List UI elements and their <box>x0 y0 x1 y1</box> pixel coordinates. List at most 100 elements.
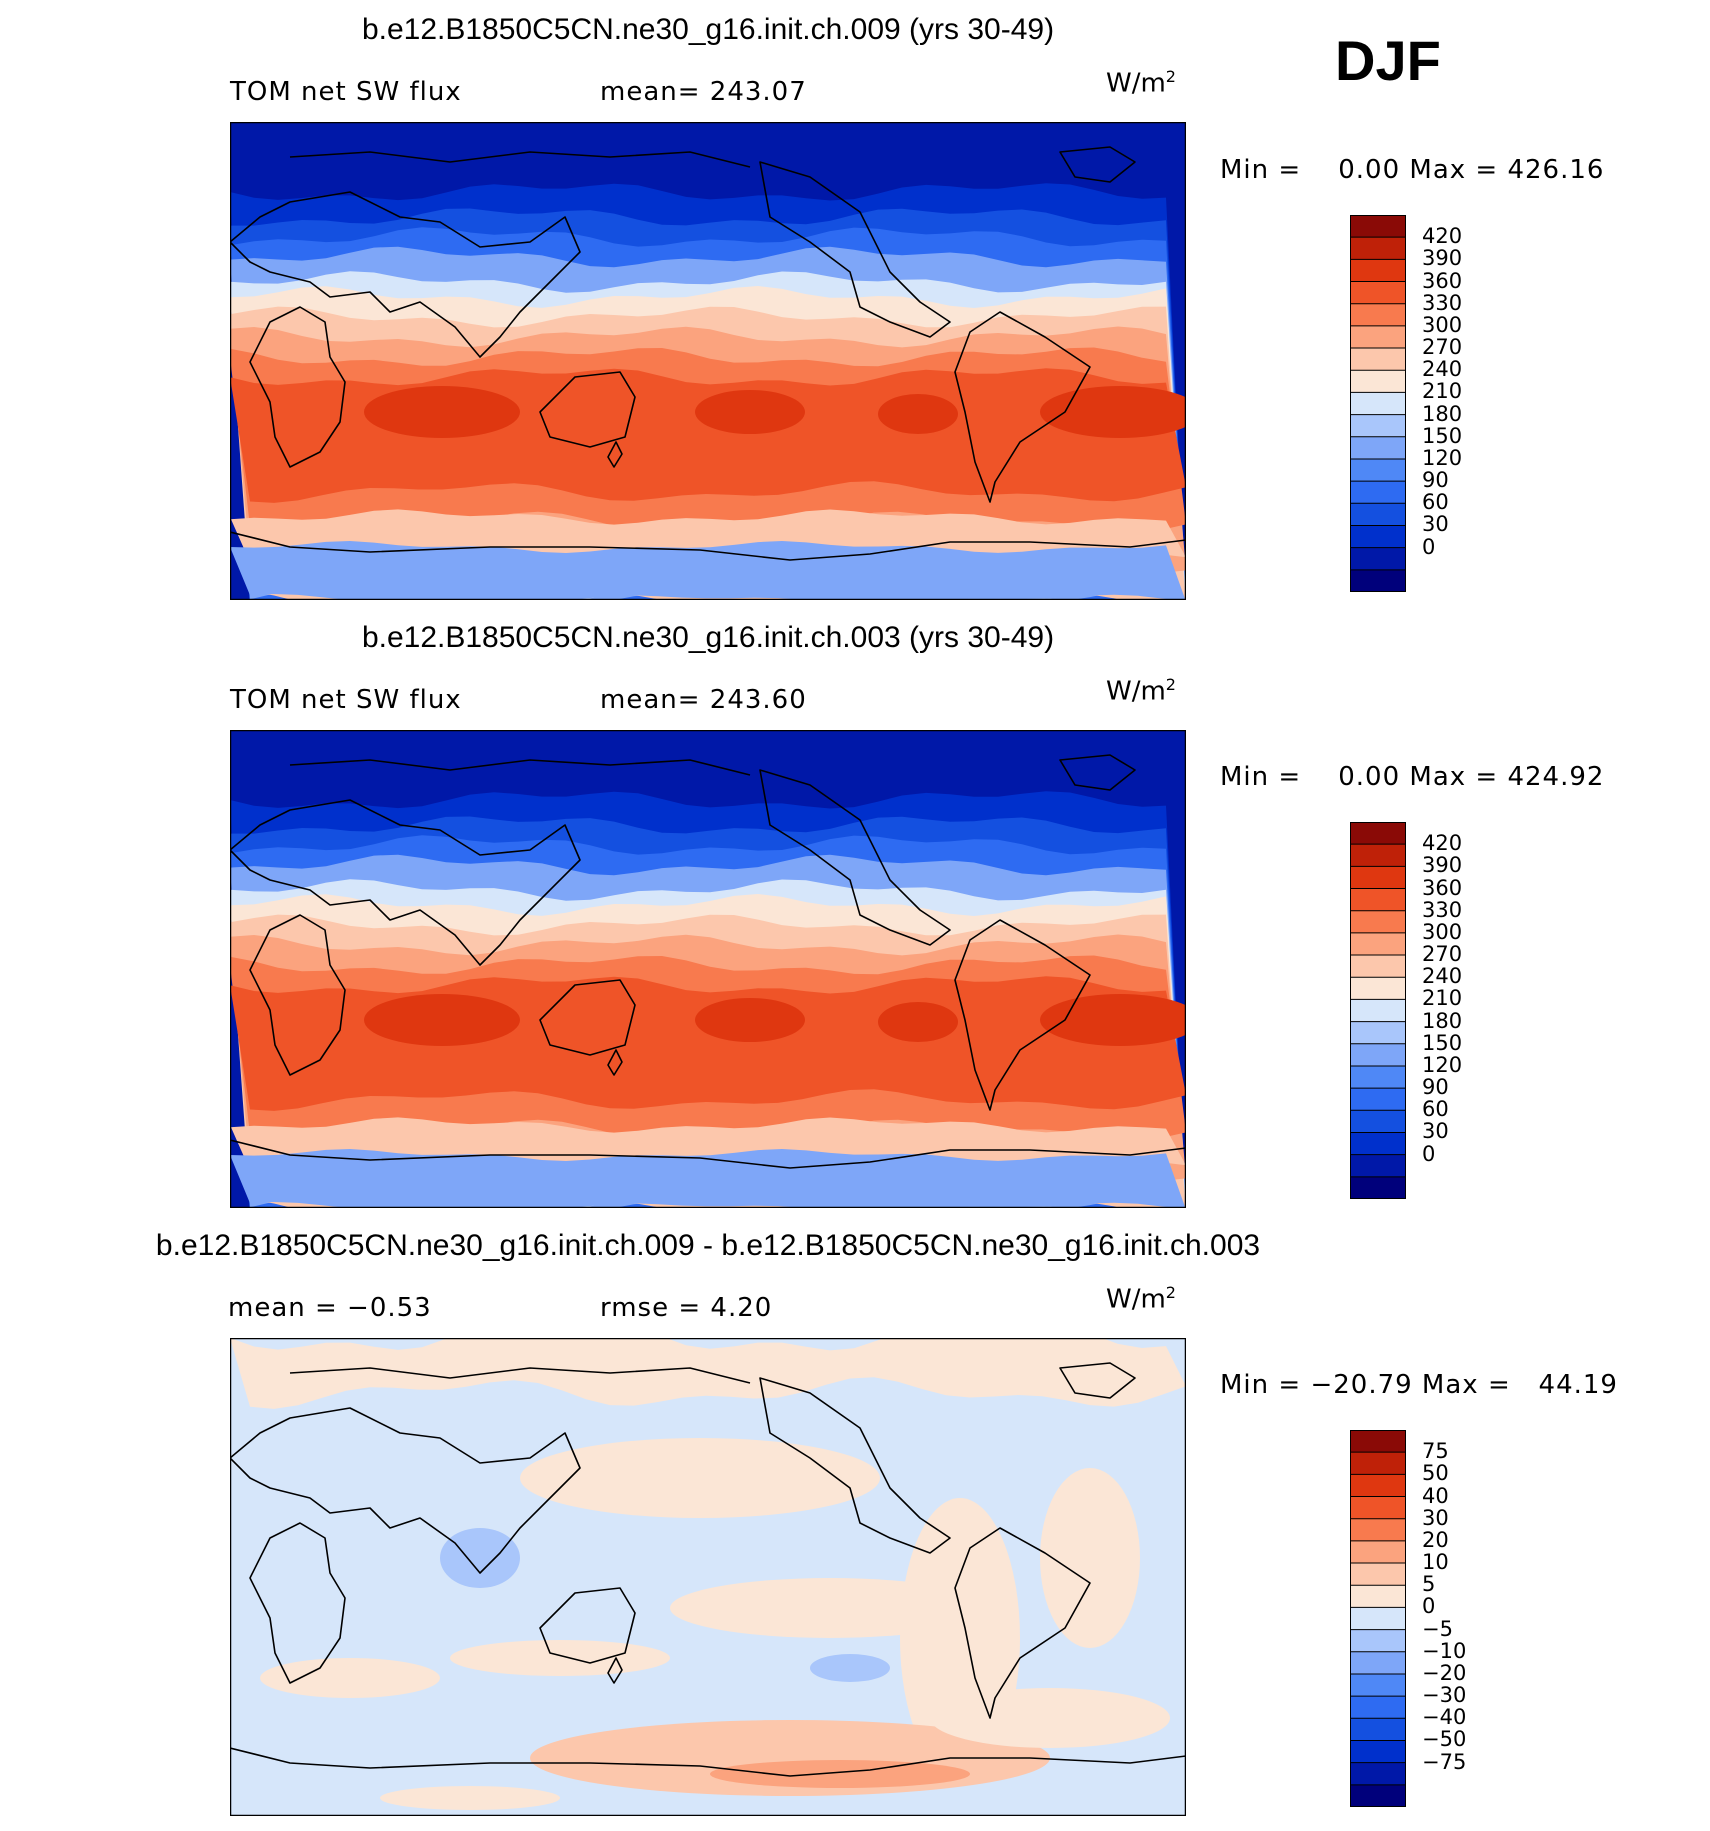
map-frame <box>230 730 1186 1208</box>
coastline <box>759 1377 951 1554</box>
colorbar-tick-label: 0 <box>1422 1594 1436 1619</box>
colorbar-segment <box>1350 1629 1406 1653</box>
colorbar-segment <box>1350 1607 1406 1631</box>
colorbar-segment <box>1350 1563 1406 1586</box>
colorbar-segment <box>1350 481 1406 504</box>
field-maximum <box>695 390 805 434</box>
colorbar-segment <box>1350 237 1406 260</box>
panel-1-mean-label: mean= 243.07 <box>600 77 807 107</box>
colorbar-tick-label: 50 <box>1422 1461 1449 1486</box>
field-anomaly <box>710 1760 970 1788</box>
colorbar-tick-label: 330 <box>1422 290 1463 315</box>
coastline <box>249 306 346 468</box>
panel-2-colorbar <box>1350 822 1406 1200</box>
colorbar-segment <box>1350 955 1406 978</box>
colorbar-tick-label: 120 <box>1422 445 1463 470</box>
coastline <box>759 161 951 338</box>
colorbar-tick-label: 10 <box>1422 1550 1449 1575</box>
field-contour-band <box>230 976 1186 1111</box>
map-frame <box>230 122 1186 600</box>
panel-3-colorbar <box>1350 1430 1406 1808</box>
panel-3-units-exponent: 2 <box>1165 1283 1176 1302</box>
colorbar-segment <box>1350 1540 1406 1564</box>
colorbar-tick-label: 30 <box>1422 512 1449 537</box>
coastline <box>607 1657 623 1684</box>
colorbar-frame <box>1350 822 1406 1199</box>
colorbar-segment <box>1350 458 1406 482</box>
colorbar-segment <box>1350 866 1406 890</box>
colorbar-segment <box>1350 348 1406 371</box>
colorbar-tick-label: 150 <box>1422 423 1463 448</box>
panel-1-colorbar <box>1350 215 1406 593</box>
panel-2-mean-label: mean= 243.60 <box>600 685 807 715</box>
panel-3-title: b.e12.B1850C5CN.ne30_g16.init.ch.009 - b… <box>155 1229 1261 1262</box>
colorbar-segment <box>1350 547 1406 571</box>
panel-2-variable-label: TOM net SW flux <box>230 685 462 715</box>
colorbar-segment <box>1350 436 1406 460</box>
panel-1-units: W/m2 <box>1106 67 1176 99</box>
colorbar-tick-label: −40 <box>1422 1705 1467 1730</box>
coastline <box>759 769 951 946</box>
colorbar-frame <box>1350 215 1406 592</box>
panel-3-map <box>230 1338 1186 1816</box>
panel-1-title: b.e12.B1850C5CN.ne30_g16.init.ch.009 (yr… <box>361 13 1055 46</box>
panel-2-title: b.e12.B1850C5CN.ne30_g16.init.ch.003 (yr… <box>361 621 1055 654</box>
field-anomaly <box>520 1438 880 1518</box>
colorbar-segment <box>1350 1021 1406 1045</box>
coastline <box>230 1747 1186 1777</box>
panel-3-units-base: W/m <box>1106 1284 1166 1315</box>
colorbar-segment <box>1350 1762 1406 1786</box>
colorbar-segment <box>1350 281 1406 305</box>
colorbar-tick-label: −30 <box>1422 1683 1467 1708</box>
field-maximum <box>1040 994 1186 1046</box>
colorbar-segment <box>1350 932 1406 956</box>
coastline <box>954 311 1091 503</box>
colorbar-segment <box>1350 1673 1406 1697</box>
coastline <box>249 914 346 1076</box>
coastline <box>289 1367 751 1384</box>
coastline <box>954 1527 1091 1719</box>
field-contour-band <box>230 368 1186 503</box>
panel-3-units: W/m2 <box>1106 1283 1176 1315</box>
field-maximum <box>878 394 958 434</box>
panel-2-units-exponent: 2 <box>1165 675 1176 694</box>
coastline <box>1059 1362 1136 1399</box>
field-anomaly <box>450 1640 670 1676</box>
colorbar-tick-label: −5 <box>1422 1616 1453 1641</box>
colorbar-tick-label: 0 <box>1422 534 1436 559</box>
colorbar-tick-label: 150 <box>1422 1030 1463 1055</box>
colorbar-segment <box>1350 1718 1406 1741</box>
panel-1-units-exponent: 2 <box>1165 67 1176 86</box>
antarctic-band <box>230 541 1186 600</box>
colorbar-tick-label: 270 <box>1422 335 1463 360</box>
colorbar-segment <box>1350 1452 1406 1475</box>
colorbar-segment <box>1350 910 1406 934</box>
colorbar-segment <box>1350 1784 1406 1808</box>
colorbar-segment <box>1350 325 1406 349</box>
panel-1-variable-label: TOM net SW flux <box>230 77 462 107</box>
panel-2-units-base: W/m <box>1106 676 1166 707</box>
colorbar-tick-label: 60 <box>1422 1097 1449 1122</box>
coastline <box>539 979 636 1056</box>
field-maximum <box>1040 386 1186 438</box>
colorbar-tick-label: 390 <box>1422 853 1463 878</box>
colorbar-tick-label: 390 <box>1422 246 1463 271</box>
colorbar-segment <box>1350 303 1406 327</box>
colorbar-tick-label: −10 <box>1422 1638 1467 1663</box>
colorbar-tick-label: 210 <box>1422 379 1463 404</box>
coastline <box>539 371 636 448</box>
colorbar-segment <box>1350 1585 1406 1608</box>
coastline <box>289 151 751 168</box>
colorbar-tick-label: 210 <box>1422 986 1463 1011</box>
colorbar-segment <box>1350 1132 1406 1156</box>
map-frame <box>230 1338 1186 1816</box>
colorbar-tick-label: 360 <box>1422 268 1463 293</box>
field-maximum <box>878 1002 958 1042</box>
colorbar-tick-label: 30 <box>1422 1119 1449 1144</box>
colorbar-tick-label: 20 <box>1422 1527 1449 1552</box>
panel-1-minmax: Min = 0.00 Max = 426.16 <box>1220 155 1605 185</box>
colorbar-segment <box>1350 822 1406 845</box>
coastline <box>1059 146 1136 183</box>
field-anomaly <box>440 1528 520 1588</box>
panel-2-units: W/m2 <box>1106 675 1176 707</box>
